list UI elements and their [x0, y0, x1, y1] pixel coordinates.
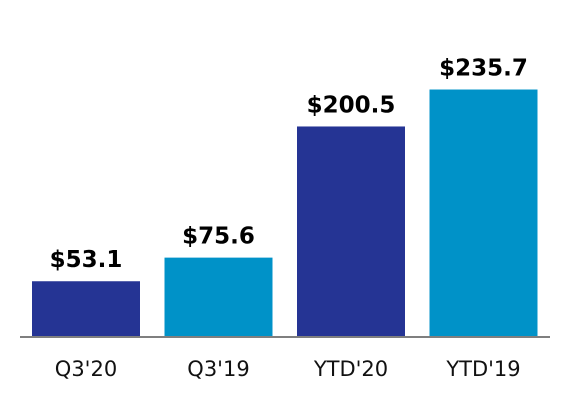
category-labels-group: Q3'20 Q3'19 YTD'20 YTD'19: [55, 357, 521, 381]
bar-3: [429, 89, 538, 337]
value-labels-group: $53.1 $75.6 $200.5 $235.7: [50, 56, 528, 274]
bar-1: [164, 257, 273, 337]
bar-2: [297, 126, 405, 337]
value-label-3: $235.7: [439, 56, 528, 82]
value-label-2: $200.5: [307, 92, 396, 118]
category-label-3: YTD'19: [445, 357, 520, 381]
value-label-1: $75.6: [182, 224, 255, 250]
value-label-0: $53.1: [50, 247, 123, 273]
category-label-2: YTD'20: [313, 357, 388, 381]
category-label-1: Q3'19: [187, 357, 249, 381]
bar-0: [32, 281, 140, 337]
category-label-0: Q3'20: [55, 357, 117, 381]
bars-group: [32, 89, 538, 337]
